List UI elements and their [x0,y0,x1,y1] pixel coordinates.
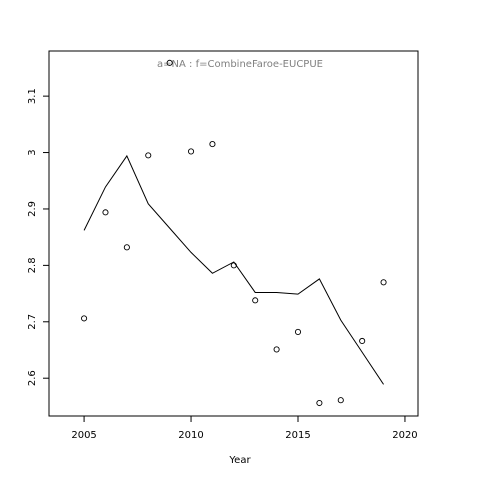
data-point [273,346,280,353]
y-tick-label: 3.1 [27,88,38,104]
data-point [187,148,195,155]
data-point [166,59,173,66]
data-point [145,152,152,159]
x-axis-label: Year [228,455,251,466]
data-point [102,209,109,216]
x-tick-label: 2020 [392,430,417,441]
y-tick-label: 2.9 [27,201,38,217]
y-tick-label: 2.7 [27,314,38,330]
data-point [337,397,344,404]
y-tick-label: 2.6 [27,370,38,386]
x-tick-label: 2005 [71,430,96,441]
x-tick-label: 2010 [178,430,203,441]
data-point [380,279,387,286]
data-line [83,154,384,385]
x-tick-label: 2015 [285,430,310,441]
data-point [123,244,130,251]
y-tick-label: 3 [27,149,38,155]
data-point [81,315,88,322]
y-tick-label: 2.8 [27,257,38,273]
plot-frame [48,50,419,417]
data-point [359,337,366,345]
data-point [252,297,259,304]
data-point [316,399,323,407]
data-point [294,328,302,335]
chart-title: a=NA : f=CombineFaroe-EUCPUE [157,59,323,70]
data-point [209,141,216,148]
